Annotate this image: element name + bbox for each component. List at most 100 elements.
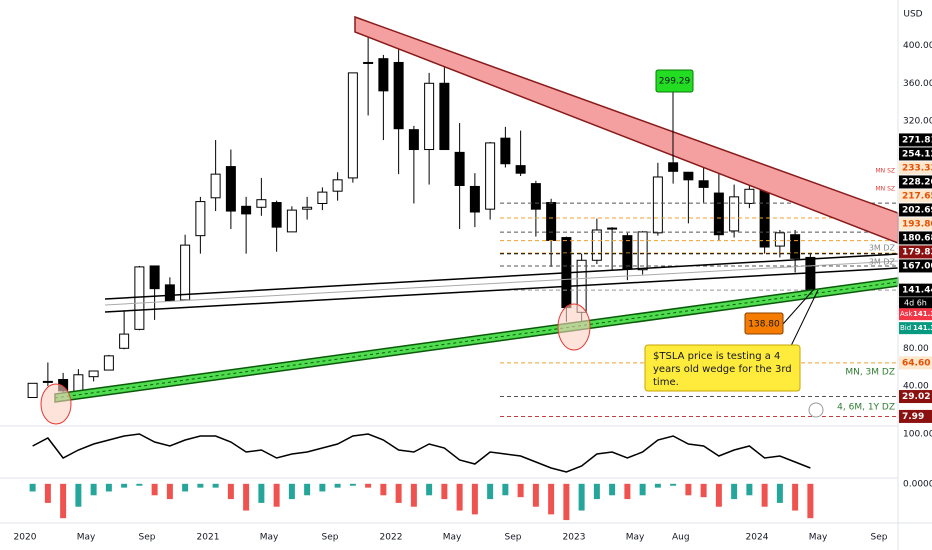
zone-label: MN SZ <box>876 186 896 193</box>
callout-text: $TSLA price is testing a 4 years old wed… <box>653 351 792 388</box>
ask-tag <box>899 308 932 321</box>
x-tick-label: Sep <box>139 533 156 543</box>
histogram-bar <box>563 483 570 521</box>
histogram-bar <box>456 483 463 511</box>
histogram-bar <box>624 483 631 500</box>
histogram-bar <box>334 483 341 488</box>
high-note: 299.29 <box>659 77 691 87</box>
histogram-bar <box>258 483 265 503</box>
histogram-bar <box>578 483 585 511</box>
histogram-bar <box>776 483 783 503</box>
price-tag-label: 271.81 <box>902 135 932 145</box>
candle-body <box>729 196 740 232</box>
candle-body <box>195 201 206 237</box>
candle-body <box>530 183 541 210</box>
candle-body <box>652 176 663 234</box>
countdown-tag <box>899 297 932 310</box>
candle-body <box>607 227 618 230</box>
y-tick-label: 40.00 <box>903 382 929 392</box>
x-tick-label: May <box>809 533 828 543</box>
y-tick-label: 0.0000 <box>903 479 932 489</box>
candle-body <box>103 355 114 371</box>
callout-box <box>644 344 801 392</box>
candle-body <box>302 206 313 210</box>
oscillator-line <box>32 433 811 473</box>
histogram-bar <box>609 483 616 496</box>
touch-circle <box>557 303 591 351</box>
histogram-bar <box>487 483 494 500</box>
y-tick-label: 100.00 <box>903 430 932 440</box>
zone-label: 3M DZ <box>869 258 896 267</box>
histogram-bar <box>273 483 280 507</box>
wedge-line <box>104 260 899 306</box>
price-tag-label: 180.68 <box>902 233 932 243</box>
candle-body <box>744 188 755 204</box>
histogram-bar <box>380 483 387 496</box>
candle-body <box>119 333 130 349</box>
price-axis: 271.81 254.12 233.33 228.20 217.65 202.69 193.… <box>899 133 932 423</box>
y-tick-label: 80.00 <box>903 344 929 354</box>
x-tick-label: Sep <box>505 533 522 543</box>
histogram-bar <box>136 483 143 486</box>
x-tick-label: May <box>77 533 96 543</box>
candle-body <box>424 82 435 151</box>
candle-body <box>363 61 374 64</box>
histogram-bar <box>731 483 738 500</box>
histogram-bar <box>349 483 356 486</box>
histogram-bar <box>670 483 677 486</box>
candle-body <box>500 137 511 165</box>
histogram-bar <box>75 483 82 507</box>
price-tag <box>899 356 932 370</box>
candle-body <box>256 199 267 208</box>
histogram-bar <box>548 483 555 515</box>
histogram-bar <box>685 483 692 496</box>
price-tag-label: 64.60 <box>902 358 930 368</box>
candle-body <box>408 129 419 151</box>
low-note: 138.80 <box>748 320 780 330</box>
pointer <box>782 287 816 325</box>
alert-icon[interactable] <box>808 402 824 418</box>
price-tag-label: 217.65 <box>902 191 932 201</box>
histogram-bar <box>197 483 204 488</box>
x-tick-label: May <box>626 533 645 543</box>
candle-body <box>42 380 53 383</box>
histogram-bar <box>532 483 539 507</box>
x-tick-label: Sep <box>322 533 339 543</box>
histogram-bar <box>700 483 707 498</box>
bid-tag <box>899 322 932 335</box>
candle-body <box>241 205 252 215</box>
histogram-bar <box>151 483 158 496</box>
price-tag <box>899 259 932 273</box>
price-tag <box>899 409 932 423</box>
price-tag-label: 233.33 <box>902 163 932 173</box>
candle-body <box>698 180 709 188</box>
price-tag <box>899 161 932 175</box>
histogram-bar <box>365 483 372 488</box>
histogram-bar <box>807 483 814 519</box>
histogram-bar <box>639 483 646 496</box>
price-tag-label: 167.00 <box>902 261 932 271</box>
candle-body <box>347 72 358 179</box>
x-tick-label: 2023 <box>563 533 586 543</box>
currency: USD <box>903 10 922 20</box>
candle-body <box>225 166 236 212</box>
histogram-bar <box>304 483 311 496</box>
histogram-bar <box>593 483 600 500</box>
price-tag <box>899 133 932 147</box>
pointer <box>789 289 819 349</box>
x-tick-label: Sep <box>871 533 888 543</box>
y-tick-label: 360.00 <box>903 79 932 89</box>
support-midline <box>54 281 899 399</box>
zone-label: 3M DZ <box>869 244 896 253</box>
price-tag <box>899 283 932 297</box>
ask-price: 141.39 <box>913 310 932 318</box>
price-tag <box>899 217 932 231</box>
x-tick-label: 2021 <box>197 533 220 543</box>
candle-body <box>668 162 679 172</box>
touch-circle <box>40 383 72 425</box>
candle-body <box>485 142 496 210</box>
price-tag <box>899 189 932 203</box>
price-tag-label: 7.99 <box>902 412 924 422</box>
histogram-bar <box>715 483 722 507</box>
